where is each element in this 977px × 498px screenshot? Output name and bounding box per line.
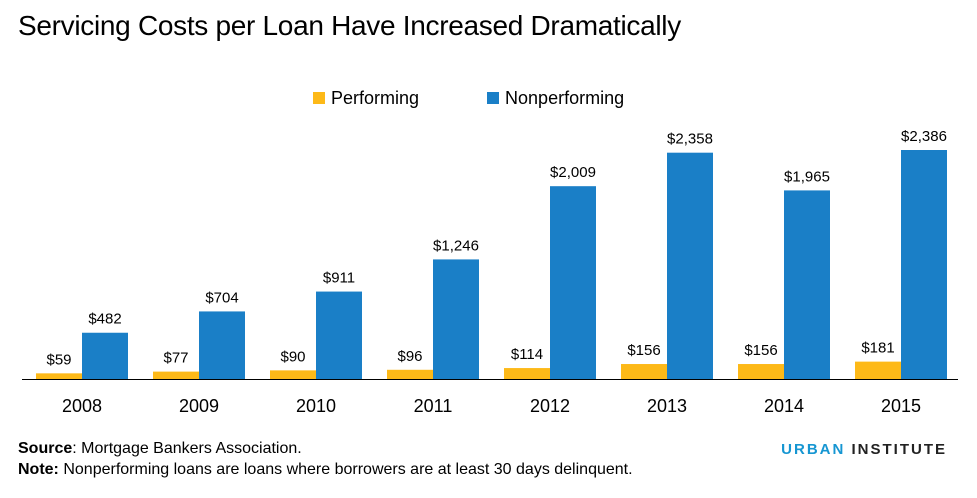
note-text: Nonperforming loans are loans where borr… [58, 461, 633, 478]
bar-nonperforming-2012 [550, 186, 596, 379]
bar-nonperforming-2010 [316, 291, 362, 379]
chart-title: Servicing Costs per Loan Have Increased … [18, 10, 681, 41]
data-label-performing-2014: $156 [744, 342, 777, 359]
urban-institute-logo: URBAN INSTITUTE [781, 441, 947, 458]
legend-item-nonperforming: Nonperforming [487, 88, 624, 109]
bar-nonperforming-2015 [901, 150, 947, 379]
source-text: : Mortgage Bankers Association. [72, 440, 302, 457]
note-label: Note: [18, 461, 59, 478]
data-label-performing-2015: $181 [861, 340, 894, 357]
data-label-performing-2012: $114 [511, 346, 543, 363]
bar-nonperforming-2014 [784, 190, 830, 379]
data-label-nonperforming-2015: $2,386 [901, 128, 947, 145]
x-tick-label-2011: 2011 [414, 396, 453, 416]
x-tick-label-2008: 2008 [62, 396, 102, 416]
bar-nonperforming-2013 [667, 152, 713, 379]
source-label: Source [18, 440, 73, 457]
source-line: Source: Mortgage Bankers Association. [18, 440, 302, 458]
x-tick-label-2012: 2012 [530, 396, 570, 416]
bar-chart: $59 $482 2008 $77 $704 2009 $90 $911 2010 $96 $1,2… [22, 128, 958, 416]
note-line: Note: Nonperforming loans are loans wher… [18, 461, 633, 479]
data-label-performing-2011: $96 [397, 348, 422, 365]
data-label-performing-2013: $156 [627, 342, 660, 359]
bar-performing-2010 [270, 370, 316, 379]
legend-swatch-performing [313, 92, 325, 104]
bar-nonperforming-2008 [82, 332, 128, 379]
bar-performing-2008 [36, 373, 82, 379]
data-label-performing-2009: $77 [163, 350, 188, 367]
data-label-nonperforming-2014: $1,965 [784, 168, 830, 185]
legend-item-performing: Performing [313, 88, 419, 109]
legend-label-nonperforming: Nonperforming [505, 87, 625, 108]
legend: Performing Nonperforming [313, 87, 624, 109]
data-label-performing-2008: $59 [46, 351, 71, 368]
data-label-nonperforming-2008: $482 [88, 311, 121, 328]
x-tick-label-2013: 2013 [647, 396, 687, 416]
legend-swatch-nonperforming [487, 92, 500, 104]
bar-performing-2014 [738, 364, 784, 379]
brand-secondary: INSTITUTE [845, 441, 947, 458]
bar-performing-2012 [504, 368, 550, 379]
data-label-nonperforming-2012: $2,009 [550, 164, 596, 181]
data-label-nonperforming-2011: $1,246 [433, 237, 479, 254]
data-label-nonperforming-2013: $2,358 [667, 131, 713, 148]
bar-performing-2015 [855, 361, 901, 379]
data-label-nonperforming-2009: $704 [205, 289, 238, 306]
legend-label-performing: Performing [331, 87, 420, 108]
x-tick-label-2015: 2015 [881, 396, 921, 416]
data-label-nonperforming-2010: $911 [323, 270, 355, 287]
bar-nonperforming-2009 [199, 311, 245, 379]
data-label-performing-2010: $90 [280, 348, 305, 365]
brand-primary: URBAN [781, 441, 846, 458]
x-tick-label-2014: 2014 [764, 396, 804, 416]
x-tick-label-2010: 2010 [296, 396, 336, 416]
bar-performing-2013 [621, 364, 667, 379]
bar-performing-2009 [153, 371, 199, 379]
bar-nonperforming-2011 [433, 259, 479, 379]
x-tick-label-2009: 2009 [179, 396, 219, 416]
bar-performing-2011 [387, 369, 433, 379]
